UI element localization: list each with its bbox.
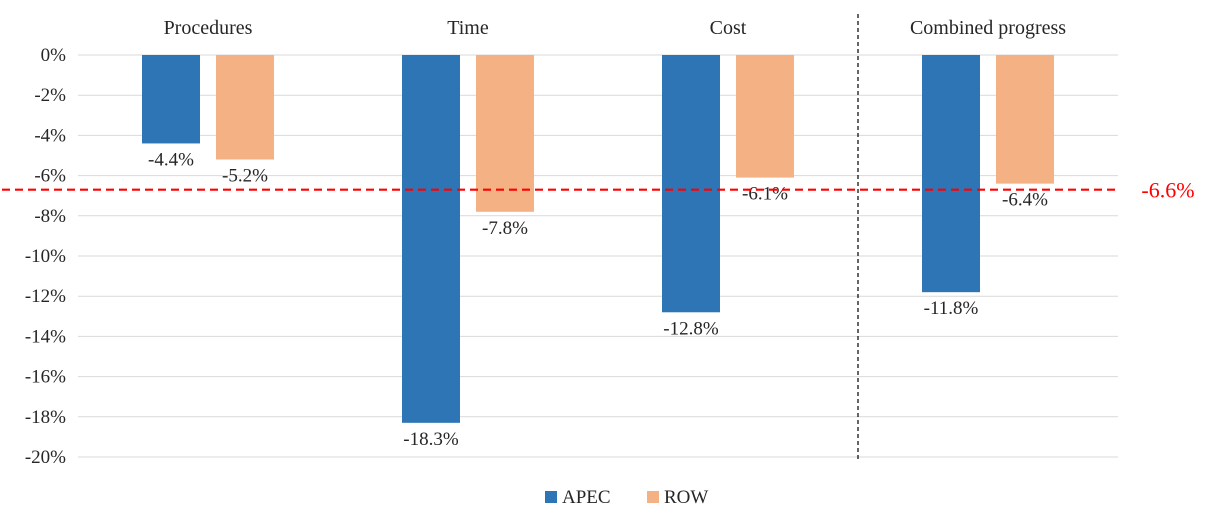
y-tick-label: -20% (25, 447, 66, 468)
category-label: Time (447, 17, 489, 39)
data-labels: -4.4% -18.3% -12.8% -11.8% -5.2% -7.8% -6.1% -6… (148, 149, 1048, 449)
y-tick-label: 0% (41, 45, 67, 66)
data-label: -5.2% (222, 166, 268, 187)
legend-label: ROW (664, 487, 708, 508)
category-labels: Procedures Time Cost Combined progress (164, 17, 1067, 39)
bar-row (216, 55, 274, 160)
y-tick-label: -18% (25, 407, 66, 428)
bar-apec (142, 55, 200, 144)
y-tick-label: -2% (34, 85, 66, 106)
data-label: -18.3% (403, 429, 459, 450)
data-label: -11.8% (924, 298, 979, 319)
legend: APEC ROW (545, 487, 708, 508)
y-axis: 0% -2% -4% -6% -8% -10% -12% -14% -16% -18% -20% (25, 45, 66, 468)
data-label: -12.8% (663, 318, 719, 339)
y-tick-label: -16% (25, 367, 66, 388)
y-tick-label: -4% (34, 125, 66, 146)
data-label: -7.8% (482, 218, 528, 239)
bar-row (996, 55, 1054, 184)
bar-apec (402, 55, 460, 423)
y-tick-label: -10% (25, 246, 66, 267)
category-label: Procedures (164, 17, 253, 39)
bar-row (736, 55, 794, 178)
legend-swatch-row (647, 491, 659, 503)
category-label: Combined progress (910, 17, 1066, 39)
y-tick-label: -8% (34, 206, 66, 227)
bar-apec (662, 55, 720, 313)
data-label: -6.1% (742, 184, 788, 205)
bars (142, 55, 1054, 423)
legend-label: APEC (562, 487, 611, 508)
y-tick-label: -14% (25, 326, 66, 347)
category-label: Cost (710, 17, 747, 39)
data-label: -6.4% (1002, 190, 1048, 211)
reference-line-label: -6.6% (1141, 178, 1194, 203)
bar-row (476, 55, 534, 212)
y-tick-label: -12% (25, 286, 66, 307)
y-tick-label: -6% (34, 166, 66, 187)
legend-swatch-apec (545, 491, 557, 503)
bar-apec (922, 55, 980, 293)
overlays: -6.6% (2, 14, 1195, 462)
data-label: -4.4% (148, 149, 194, 170)
